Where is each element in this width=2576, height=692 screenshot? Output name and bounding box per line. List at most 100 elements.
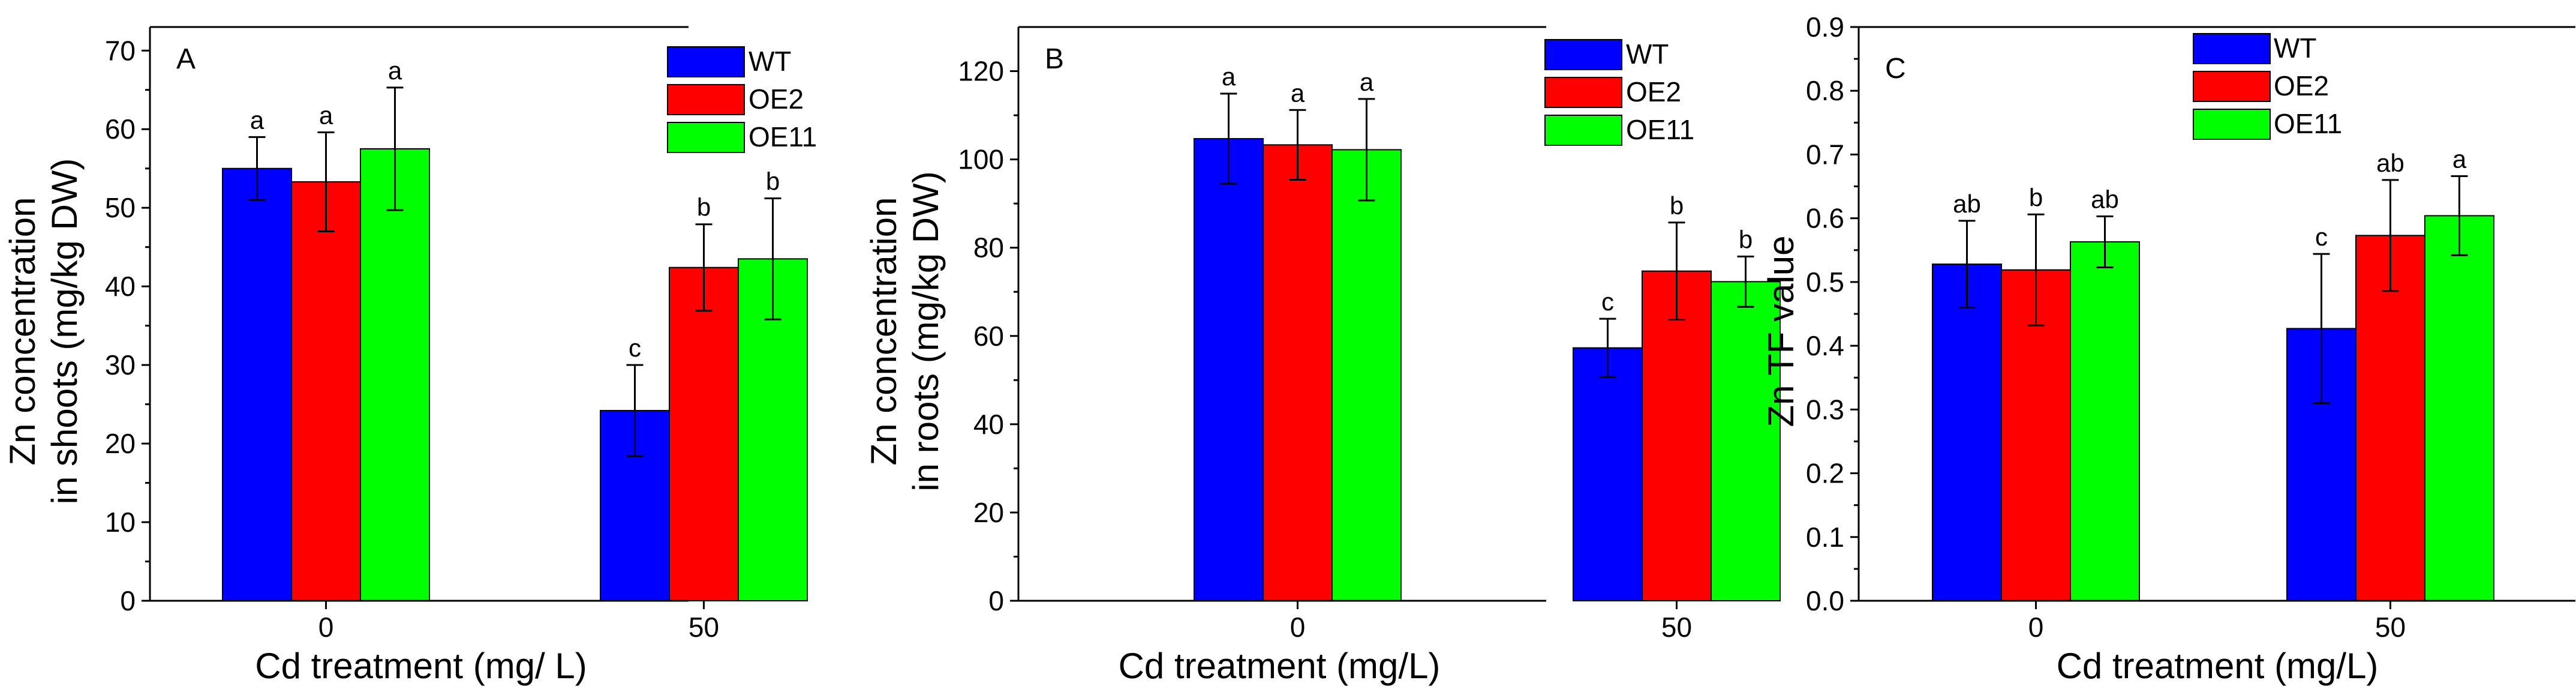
- x-tick-label-c-50: 50: [2375, 612, 2406, 643]
- significance-label-c-oe11-50: a: [2452, 145, 2467, 173]
- y-axis-title-b-line-2: in roots (mg/kg DW): [906, 171, 946, 491]
- y-tick-label-c: 0.0: [1806, 585, 1844, 616]
- bar-c-oe2-50: [2355, 235, 2425, 601]
- bar-a-oe2-0: [291, 181, 361, 602]
- panel-label-a: A: [176, 43, 196, 75]
- legend-swatch-a-oe2: [667, 84, 745, 115]
- legend-label-b-wt: WT: [1626, 38, 1669, 70]
- bar-a-wt-0: [222, 167, 292, 601]
- y-axis-title-a: Zn concentration in shoots (mg/kg DW): [2, 158, 85, 505]
- significance-label-a-oe2-50: b: [697, 193, 711, 221]
- bar-c-wt-0: [1932, 263, 2002, 601]
- x-tick-label-c-0: 0: [2028, 612, 2044, 643]
- chart-panel-a: A Zn concentration in shoots (mg/kg DW) …: [2, 26, 817, 686]
- x-tick-label-b-0: 0: [1290, 612, 1306, 643]
- plot-area-c: ab c b ab ab a 0.0 0.1 0.2 0.3 0.4 0.5 0.6 0.7 0.8 0.9 0…: [1806, 11, 2575, 643]
- bar-c-oe11-50: [2424, 215, 2494, 601]
- x-tick-label-a-50: 50: [689, 612, 719, 643]
- significance-label-b-oe11-50: b: [1739, 225, 1753, 253]
- significance-label-b-oe11-0: a: [1360, 68, 1374, 96]
- error-bar-b-wt-0: [1220, 92, 1237, 185]
- significance-label-c-oe2-50: ab: [2376, 149, 2404, 177]
- y-axis-title-a-line-2: in shoots (mg/kg DW): [44, 158, 85, 505]
- y-axis-title-c-line-1: Zn TF value: [1761, 235, 1801, 427]
- panel-label-b: B: [1045, 43, 1064, 75]
- legend-swatch-c-wt: [2193, 33, 2271, 64]
- significance-label-b-oe2-50: b: [1670, 191, 1684, 220]
- y-tick-label-c: 0.5: [1806, 266, 1844, 298]
- error-bar-b-oe11-0: [1358, 98, 1375, 202]
- legend-swatch-b-oe11: [1544, 115, 1622, 146]
- bar-b-wt-50: [1573, 347, 1643, 602]
- y-tick-label-b: 0: [988, 585, 1004, 616]
- x-tick-label-a-0: 0: [318, 612, 334, 643]
- bar-b-oe11-0: [1331, 149, 1402, 601]
- y-tick-label-a: 50: [105, 192, 136, 223]
- error-bar-b-oe2-0: [1289, 109, 1306, 181]
- y-tick-label-a: 20: [105, 428, 136, 459]
- y-tick-label-c: 0.3: [1806, 394, 1844, 425]
- legend-label-c-wt: WT: [2274, 32, 2317, 64]
- legend-c: WT OE2 OE11: [2193, 32, 2342, 140]
- error-bar-c-wt-0: [1958, 220, 1976, 308]
- y-tick-label-c: 0.8: [1806, 75, 1844, 106]
- error-bar-a-oe11-50: [764, 197, 781, 320]
- error-bar-c-wt-50: [2313, 253, 2330, 405]
- error-bar-b-oe11-50: [1737, 255, 1754, 308]
- y-tick-label-c: 0.7: [1806, 139, 1844, 170]
- significance-label-c-oe11-0: ab: [2091, 185, 2119, 213]
- legend-label-a-wt: WT: [749, 46, 792, 77]
- y-axis-title-c: Zn TF value: [1761, 235, 1801, 427]
- y-tick-label-a: 10: [105, 507, 136, 538]
- y-tick-label-a: 0: [120, 585, 136, 616]
- legend-a: WT OE2 OE11: [667, 46, 817, 153]
- y-tick-label-a: 40: [105, 271, 136, 302]
- plot-area-b: a c a b a b 0 20 40 60 80 100 120 0 50: [958, 26, 1781, 643]
- y-tick-label-c: 0.4: [1806, 330, 1844, 361]
- bar-a-oe2-50: [669, 266, 739, 601]
- legend-label-a-oe11: OE11: [749, 121, 817, 152]
- chart-panel-c: C Zn TF value Cd treatment (mg/L) abcbab…: [1761, 11, 2575, 686]
- y-tick-label-b: 80: [973, 232, 1004, 263]
- error-bar-c-oe11-50: [2451, 175, 2468, 256]
- error-bar-c-oe2-0: [2027, 213, 2045, 326]
- panel-label-c: C: [1885, 53, 1906, 85]
- error-bar-a-oe11-0: [386, 86, 404, 211]
- legend-label-a-oe2: OE2: [749, 83, 804, 115]
- y-tick-label-b: 120: [958, 56, 1004, 87]
- legend-swatch-a-oe11: [667, 122, 745, 153]
- significance-label-a-oe2-0: a: [319, 101, 333, 129]
- x-axis-title-a: Cd treatment (mg/ L): [255, 646, 587, 686]
- y-tick-label-b: 20: [973, 497, 1004, 528]
- x-axis-title-c: Cd treatment (mg/L): [2057, 646, 2379, 686]
- y-tick-label-b: 40: [973, 409, 1004, 440]
- error-bar-a-oe2-0: [317, 131, 335, 232]
- significance-label-a-oe11-0: a: [388, 56, 402, 85]
- significance-label-b-wt-0: a: [1222, 62, 1236, 91]
- x-tick-label-b-50: 50: [1661, 612, 1692, 643]
- legend-swatch-c-oe11: [2193, 109, 2271, 140]
- error-bar-c-oe11-0: [2096, 215, 2114, 268]
- y-tick-label-c: 0.2: [1806, 458, 1844, 489]
- error-bar-b-oe2-50: [1668, 221, 1685, 321]
- y-tick-label-b: 100: [958, 144, 1004, 175]
- significance-label-a-oe11-50: b: [766, 167, 780, 195]
- legend-label-c-oe2: OE2: [2274, 70, 2329, 101]
- y-axis-title-a-line-1: Zn concentration: [2, 197, 43, 466]
- error-bar-b-wt-50: [1599, 317, 1616, 378]
- legend-b: WT OE2 OE11: [1544, 38, 1694, 146]
- significance-label-b-wt-50: c: [1601, 287, 1614, 316]
- y-tick-label-a: 30: [105, 349, 136, 381]
- legend-swatch-b-wt: [1544, 39, 1622, 70]
- significance-label-a-wt-50: c: [629, 334, 641, 362]
- significance-label-c-wt-50: c: [2315, 223, 2328, 251]
- y-tick-label-a: 60: [105, 113, 136, 145]
- y-axis-title-b: Zn concentration in roots (mg/kg DW): [864, 171, 946, 491]
- bar-b-wt-0: [1194, 138, 1264, 601]
- bar-b-oe11-50: [1711, 281, 1781, 602]
- y-tick-label-c: 0.6: [1806, 203, 1844, 234]
- y-tick-label-a: 70: [105, 35, 136, 66]
- error-bar-a-wt-0: [248, 136, 266, 201]
- error-bar-a-oe2-50: [695, 223, 713, 312]
